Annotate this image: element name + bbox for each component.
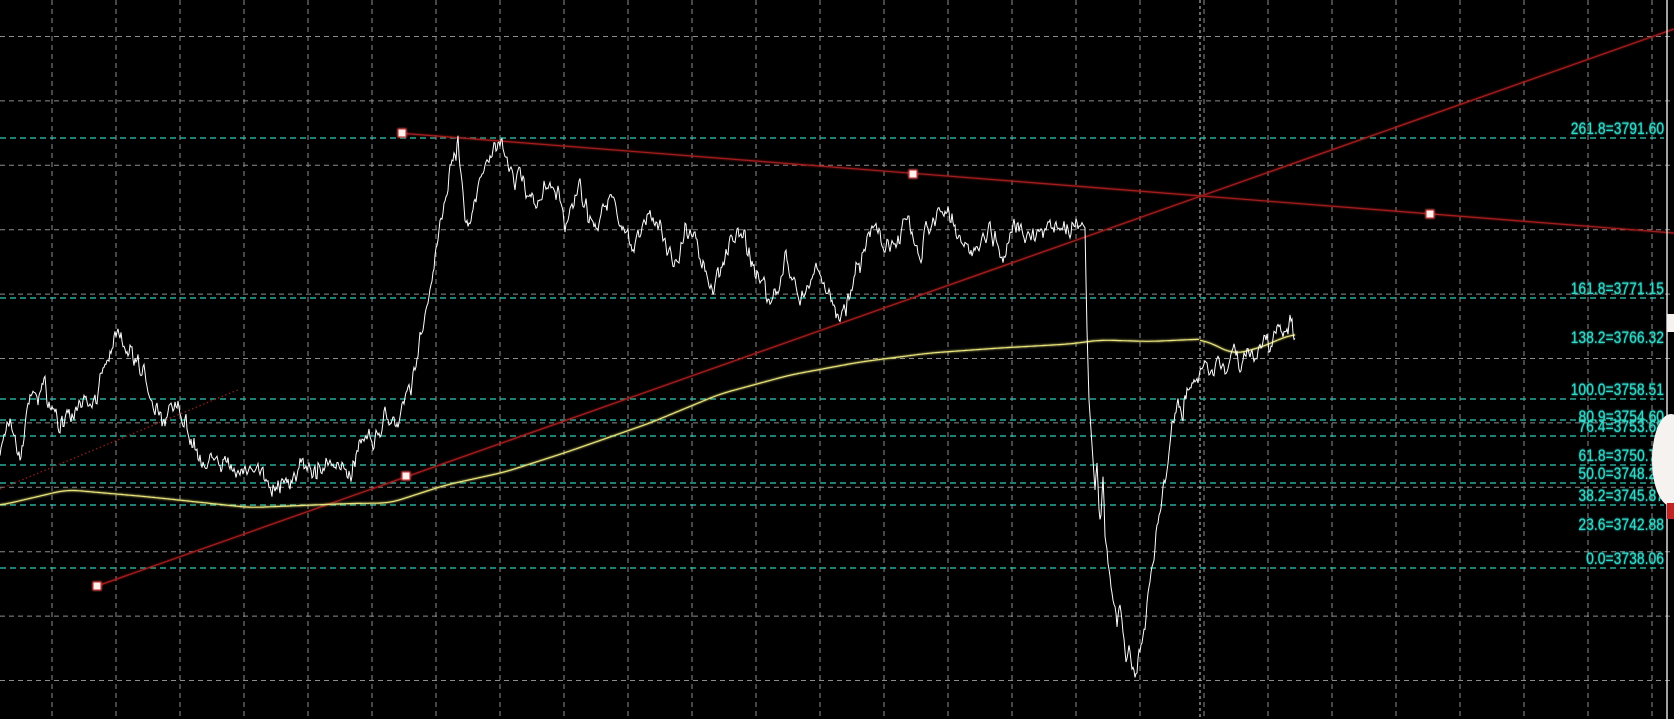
svg-text:138.2=3766.32: 138.2=3766.32	[1571, 329, 1664, 348]
svg-text:50.0=3748.28: 50.0=3748.28	[1578, 465, 1664, 484]
svg-text:161.8=3771.15: 161.8=3771.15	[1571, 280, 1664, 299]
svg-text:0.0=3738.06: 0.0=3738.06	[1586, 550, 1664, 569]
svg-text:38.2=3745.87: 38.2=3745.87	[1578, 487, 1664, 506]
svg-text:61.8=3750.70: 61.8=3750.70	[1578, 447, 1664, 466]
svg-text:100.0=3758.51: 100.0=3758.51	[1571, 381, 1664, 400]
svg-text:261.8=3791.60: 261.8=3791.60	[1571, 120, 1665, 139]
svg-text:23.6=3742.88: 23.6=3742.88	[1578, 516, 1664, 535]
svg-text:76.4=3753.68: 76.4=3753.68	[1578, 418, 1664, 437]
